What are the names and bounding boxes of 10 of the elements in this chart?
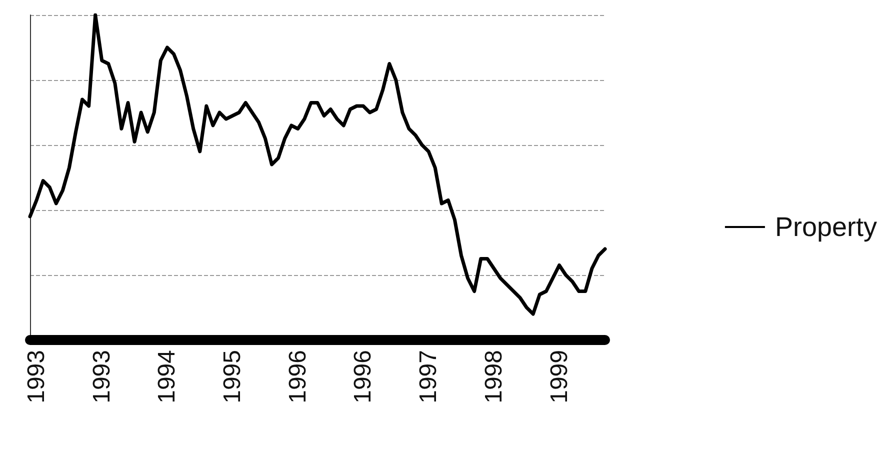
x-tick-label: 1998 bbox=[480, 350, 508, 404]
x-tick-label: 1994 bbox=[154, 350, 181, 404]
x-tick-label: 1993 bbox=[88, 350, 116, 404]
legend-label: Property bbox=[774, 212, 878, 242]
x-tick-label: 1996 bbox=[284, 350, 312, 404]
x-tick-label: 1993 bbox=[23, 350, 50, 404]
x-tick-label: 1996 bbox=[350, 350, 377, 404]
x-tick-label: 1995 bbox=[219, 350, 246, 404]
x-tick-label: 1999 bbox=[546, 350, 573, 404]
x-tick-label: 1997 bbox=[415, 350, 442, 404]
